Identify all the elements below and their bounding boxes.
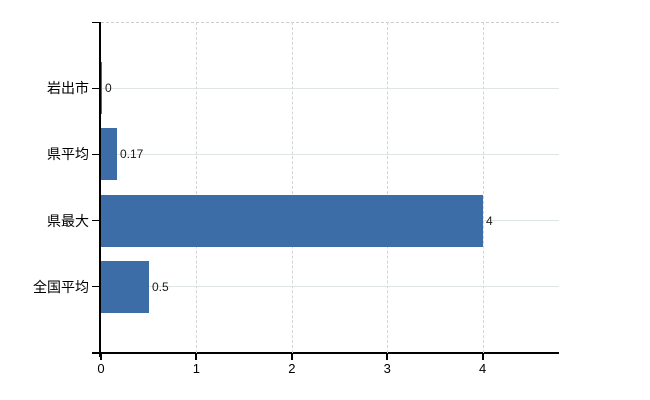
v-gridline bbox=[387, 22, 389, 353]
x-axis-tick bbox=[290, 354, 293, 360]
category-label: 県平均 bbox=[47, 146, 89, 163]
h-gridline bbox=[101, 153, 559, 155]
bar bbox=[101, 194, 483, 247]
bar-value-label: 4 bbox=[486, 213, 493, 228]
category-label: 全国平均 bbox=[33, 278, 89, 295]
bar bbox=[101, 128, 117, 181]
x-tick-label: 3 bbox=[383, 361, 391, 376]
plot-area: 0 1 2 3 4 0 岩出市 0.17 県平均 4 県最大 0.5 全国平均 bbox=[33, 22, 559, 376]
y-axis-line bbox=[99, 22, 101, 357]
y-axis-tick bbox=[92, 286, 99, 288]
category-label: 岩出市 bbox=[47, 80, 89, 97]
x-tick-label: 4 bbox=[479, 361, 487, 376]
y-axis-tick bbox=[92, 87, 99, 89]
y-axis-tick bbox=[92, 22, 99, 23]
bar-value-label: 0.17 bbox=[120, 147, 144, 162]
y-axis-tick bbox=[92, 220, 99, 222]
h-gridline bbox=[101, 87, 559, 89]
bar bbox=[101, 62, 102, 115]
bar bbox=[101, 260, 149, 313]
bar-value-label: 0 bbox=[105, 81, 112, 96]
v-gridline bbox=[291, 22, 293, 353]
x-tick-label: 2 bbox=[288, 361, 296, 376]
h-gridline bbox=[101, 286, 559, 288]
x-axis-line bbox=[92, 352, 559, 354]
plot-top-border bbox=[101, 22, 559, 23]
bar-value-label: 0.5 bbox=[152, 279, 169, 294]
x-tick-label: 0 bbox=[97, 361, 105, 376]
v-gridline bbox=[482, 22, 484, 353]
category-label: 県最大 bbox=[47, 212, 89, 229]
x-axis-tick bbox=[195, 354, 198, 360]
v-gridline bbox=[196, 22, 198, 353]
x-axis-tick bbox=[481, 354, 484, 360]
x-tick-label: 1 bbox=[192, 361, 201, 376]
x-axis-tick bbox=[100, 354, 102, 360]
x-axis-tick bbox=[386, 354, 389, 360]
y-axis-tick bbox=[92, 153, 99, 155]
